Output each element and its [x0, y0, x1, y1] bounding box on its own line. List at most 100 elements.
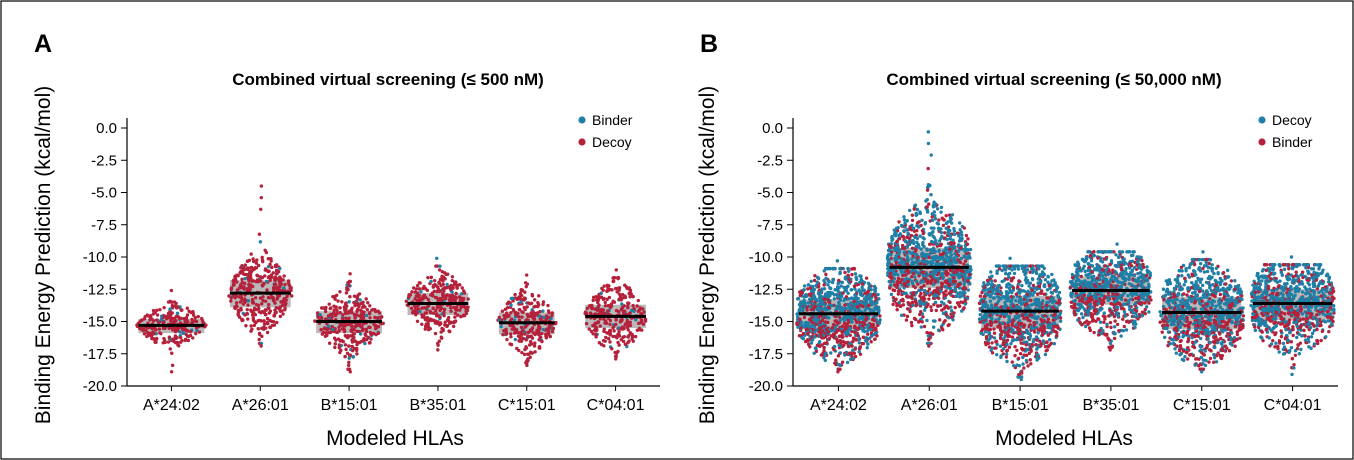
data-point	[948, 219, 952, 223]
data-point	[325, 327, 329, 331]
data-point	[278, 276, 283, 281]
data-point	[519, 325, 524, 330]
data-point	[501, 332, 505, 337]
data-point	[250, 279, 255, 283]
data-point	[183, 338, 188, 343]
data-point	[290, 294, 294, 298]
data-point	[263, 308, 268, 312]
data-point	[628, 331, 632, 335]
x-tick-label: C*15:01	[498, 397, 556, 414]
data-point	[275, 320, 279, 325]
data-point	[1027, 351, 1032, 356]
data-point	[249, 308, 253, 312]
data-point	[919, 247, 923, 251]
data-point	[631, 339, 635, 343]
data-point	[822, 345, 826, 350]
data-point	[1046, 333, 1050, 337]
data-point	[433, 282, 437, 287]
data-point	[840, 360, 845, 364]
data-point	[937, 248, 941, 252]
data-point	[274, 306, 279, 310]
data-point	[327, 330, 331, 335]
data-point	[191, 311, 195, 315]
data-point	[966, 279, 970, 283]
data-point	[936, 328, 941, 332]
data-point	[969, 268, 973, 272]
data-point	[177, 316, 182, 321]
data-point	[250, 297, 255, 302]
data-point	[907, 242, 912, 247]
data-point	[997, 296, 1001, 300]
data-point	[1040, 319, 1044, 324]
data-point	[1014, 264, 1019, 268]
data-point	[1004, 292, 1009, 297]
data-point	[155, 308, 159, 313]
data-point	[1005, 298, 1010, 303]
data-point	[328, 306, 332, 311]
data-point	[938, 257, 942, 261]
data-point	[160, 318, 164, 322]
data-point	[443, 323, 447, 327]
data-point	[259, 319, 264, 323]
data-point	[928, 274, 933, 279]
data-point	[812, 317, 817, 321]
data-point	[617, 310, 621, 314]
data-point	[502, 313, 506, 318]
data-point	[363, 341, 367, 346]
data-point	[337, 346, 341, 350]
data-point	[168, 347, 172, 351]
data-point	[613, 286, 618, 291]
data-point	[994, 340, 998, 344]
data-point	[162, 314, 167, 318]
data-point	[279, 282, 283, 286]
data-point	[811, 323, 816, 328]
data-point	[922, 308, 927, 312]
data-point	[819, 306, 823, 311]
data-point	[818, 344, 822, 349]
data-point	[957, 221, 962, 225]
data-point	[929, 153, 933, 157]
data-point	[838, 351, 843, 355]
data-point	[459, 314, 463, 319]
data-point	[866, 323, 871, 327]
data-point	[265, 316, 270, 321]
data-point	[978, 317, 982, 322]
data-point	[1026, 289, 1030, 294]
data-point	[342, 329, 347, 334]
x-tick-label: C*04:01	[587, 397, 645, 414]
data-point	[1017, 279, 1021, 283]
y-tick-label: -20.0	[749, 378, 783, 395]
data-point	[436, 320, 440, 324]
data-point	[171, 328, 175, 332]
data-point	[621, 310, 626, 314]
data-point	[967, 282, 972, 286]
data-point	[1026, 364, 1030, 368]
data-point	[347, 356, 351, 360]
data-point	[1007, 317, 1011, 322]
data-point	[968, 265, 973, 269]
data-point	[876, 292, 880, 297]
data-point	[1041, 264, 1045, 268]
data-point	[348, 272, 352, 276]
data-point	[1028, 332, 1032, 336]
data-point	[903, 273, 908, 277]
data-point	[249, 324, 253, 328]
data-point	[527, 343, 532, 347]
data-point	[186, 338, 191, 343]
data-point	[603, 304, 608, 308]
data-point	[1015, 348, 1019, 352]
data-point	[932, 293, 936, 298]
data-point	[922, 283, 926, 288]
y-tick-label: -5.0	[757, 185, 783, 202]
data-point	[442, 313, 446, 318]
data-point	[1079, 274, 1084, 279]
data-point	[591, 332, 595, 336]
data-point	[250, 313, 255, 317]
data-point	[358, 298, 362, 302]
data-point	[799, 326, 803, 330]
data-point	[343, 343, 348, 347]
data-point	[1013, 345, 1017, 349]
data-point	[354, 314, 358, 318]
data-point	[894, 271, 898, 276]
data-point	[990, 341, 994, 345]
